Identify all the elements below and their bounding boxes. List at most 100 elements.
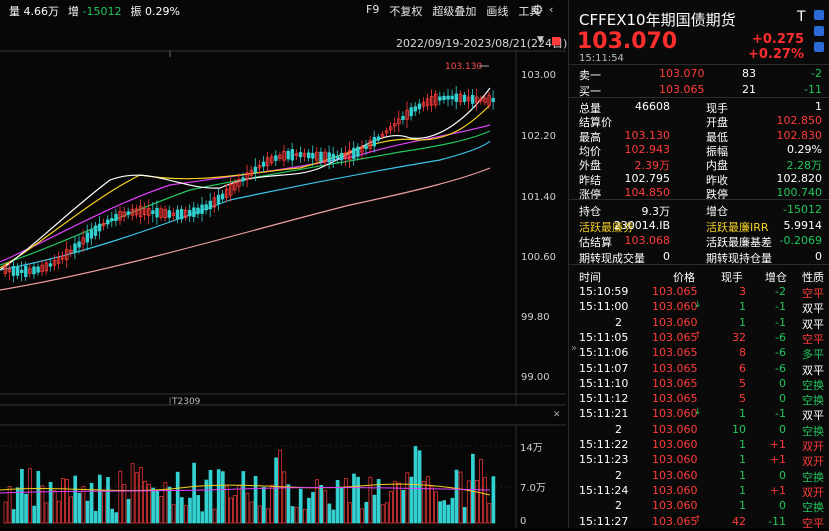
tick-oi-change: 0 [779, 468, 786, 482]
volume-bar [147, 484, 151, 524]
stat-label: 昨收 [706, 173, 728, 187]
menu-f9[interactable]: F9 [366, 3, 380, 16]
menu-tools[interactable]: 工具 [518, 5, 541, 18]
candle-body [429, 95, 434, 106]
candle-body [3, 266, 7, 274]
extra-label: 期转现成交量 [579, 251, 645, 265]
lock-icon[interactable]: ■ [551, 34, 562, 47]
last-price: 103.070 [577, 29, 678, 54]
extra-label: 活跃最廉IRR [706, 220, 769, 234]
tick-price: 103.060 [652, 453, 698, 467]
kline-chart-area[interactable]: 量 4.66万 增 -15012 振 0.29% F9 不复权 超级叠加 画线 … [0, 0, 568, 528]
tick-qty: 8 [739, 346, 746, 360]
share-icon[interactable] [814, 42, 824, 52]
volume-bar [479, 458, 483, 524]
tick-nature: 空平 [802, 332, 824, 346]
tick-row[interactable]: 2 103.060 1 0 空换 [569, 468, 829, 484]
volume-bar [32, 505, 37, 524]
candle-body [138, 206, 143, 218]
volume-bar [475, 480, 479, 524]
tick-row[interactable]: 15:11:21 103.060 ↓ 1 -1 双平 [569, 406, 829, 422]
volume-bar [311, 491, 315, 524]
tick-oi-change: -6 [775, 346, 786, 360]
candle-body [200, 204, 204, 214]
candle-body [311, 152, 315, 159]
tick-row[interactable]: 2 103.060 10 0 空换 [569, 422, 829, 438]
candle-body [65, 248, 69, 261]
candle-body [142, 208, 147, 215]
candle-body [85, 232, 89, 243]
tick-row[interactable]: 15:11:00 103.060 ↓ 1 -1 双平 [569, 299, 829, 315]
volume-bar [462, 507, 467, 524]
extra-label: 持仓 [579, 205, 601, 218]
volume-bar [188, 497, 192, 524]
ask-row[interactable]: 卖一 103.070 83 -2 [579, 67, 822, 82]
volume-bar [266, 508, 270, 524]
candle-body [327, 152, 331, 163]
menu-no-adjust[interactable]: 不复权 [389, 5, 423, 18]
tick-oi-change: -1 [775, 315, 786, 329]
menu-super-overlay[interactable]: 超级叠加 [432, 5, 477, 18]
menu-draw-line[interactable]: 画线 [486, 5, 509, 18]
tick-oi-change: -1 [775, 300, 786, 314]
volume-bar [434, 491, 438, 524]
bell-icon[interactable] [814, 10, 824, 20]
volume-bar [315, 479, 319, 524]
tick-row[interactable]: 15:11:24 103.060 1 +1 双开 [569, 483, 829, 499]
range-toggle-icon[interactable]: ▼ [537, 35, 544, 45]
candle-body [265, 157, 270, 167]
volume-bar [471, 453, 475, 524]
y-tick: 99.00 [521, 372, 550, 383]
volume-bar [167, 486, 172, 524]
volume-bar [200, 511, 205, 524]
extra-label: 活跃最廉券 [579, 220, 634, 234]
tick-price: 103.060 [652, 499, 698, 513]
tick-row[interactable]: 15:11:10 103.065 5 0 空换 [569, 376, 829, 392]
volume-bar [348, 502, 352, 524]
tick-oi-change: 0 [779, 392, 786, 406]
volume-bar [294, 507, 299, 524]
candle-body [286, 150, 290, 160]
tick-row[interactable]: 2 103.060 1 0 空换 [569, 498, 829, 514]
bid-row[interactable]: 买一 103.065 21 -11 [579, 83, 822, 98]
volume-bar [24, 493, 28, 524]
expand-icon[interactable]: » [571, 343, 578, 354]
alert-icon[interactable] [814, 26, 824, 36]
candle-body [487, 94, 491, 106]
tick-row[interactable]: 15:11:06 103.065 8 -6 多平 [569, 345, 829, 361]
tick-row[interactable]: 15:11:07 103.065 6 -6 双平 [569, 361, 829, 377]
amplitude-stat: 振 0.29% [130, 5, 180, 18]
volume-bar [102, 490, 106, 524]
candle-body [224, 188, 229, 198]
tick-time: 2 [615, 422, 622, 436]
tick-row[interactable]: 2 103.060 1 -1 双平 [569, 315, 829, 331]
candle-body [245, 172, 249, 180]
tick-row[interactable]: 15:11:27 103.065 ↑ 42 -11 空平 [569, 514, 829, 530]
tick-price: 103.060 [652, 438, 698, 451]
tick-row[interactable]: 15:10:59 103.065 3 -2 空平 [569, 284, 829, 300]
instrument-title: CFFEX10年期国债期货 [579, 11, 736, 29]
tick-time: 15:11:10 [579, 376, 629, 390]
chart-toolbar: 量 4.66万 增 -15012 振 0.29% F9 不复权 超级叠加 画线 … [0, 0, 568, 22]
ma30-line [0, 130, 491, 266]
tick-row[interactable]: 15:11:22 103.060 1 +1 双开 [569, 437, 829, 453]
tick-row[interactable]: 15:11:12 103.065 5 0 空换 [569, 391, 829, 407]
maximize-icon[interactable]: ✕ [553, 410, 561, 420]
volume-bar [40, 485, 45, 524]
candle-body [175, 209, 180, 220]
tick-row[interactable]: 15:11:23 103.060 1 +1 双开 [569, 452, 829, 469]
volume-bar [380, 504, 385, 524]
stat-row: 涨停 104.850 跌停 100.740 [569, 185, 829, 201]
volume-bar [138, 467, 143, 524]
volume-bar [270, 484, 274, 524]
volume-bar [73, 475, 78, 524]
tick-price: 103.060 [652, 315, 698, 329]
tick-row[interactable]: 15:11:05 103.065 ↑ 32 -6 空平 [569, 330, 829, 346]
candle-body [352, 147, 356, 159]
settings-icon[interactable]: ⚙ [532, 3, 544, 18]
ma5-line [0, 87, 491, 271]
chevron-left-icon[interactable]: ‹ [549, 3, 554, 16]
tick-nature: 双开 [802, 455, 824, 469]
tick-oi-change: +1 [769, 438, 786, 451]
volume-bar [65, 479, 69, 524]
